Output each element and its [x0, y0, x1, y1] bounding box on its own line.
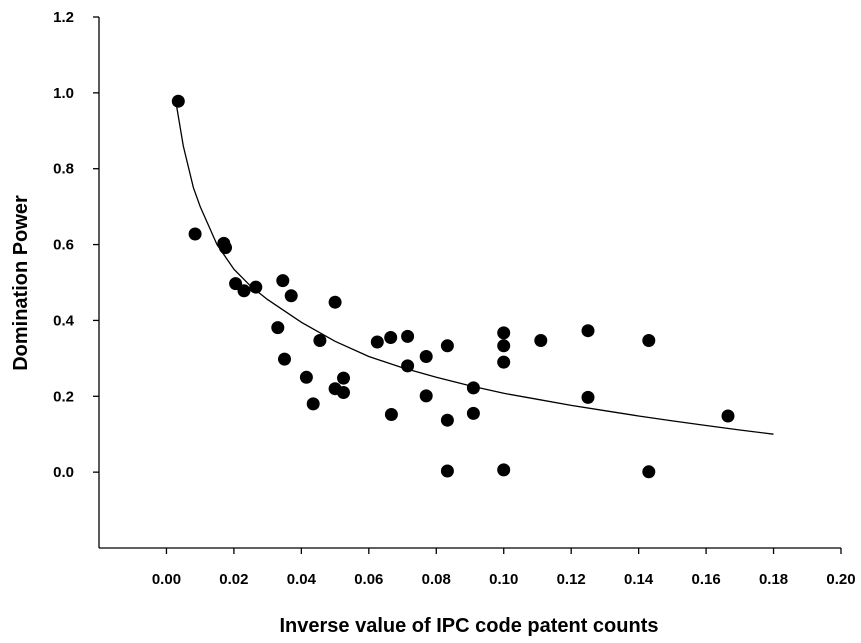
data-point	[284, 289, 298, 303]
data-point	[237, 284, 251, 298]
x-tick-label: 0.02	[219, 571, 248, 588]
y-tick-label: 0.8	[53, 161, 74, 178]
x-tick-label: 0.18	[759, 571, 788, 588]
data-point	[384, 331, 398, 344]
data-point	[581, 324, 595, 338]
y-axis-title: Domination Power	[10, 195, 32, 371]
points-group	[171, 94, 735, 479]
data-point	[328, 295, 342, 309]
data-point	[497, 339, 511, 353]
x-tick-label: 0.14	[624, 571, 654, 588]
data-point	[276, 274, 290, 288]
data-point	[466, 406, 480, 420]
data-point	[370, 335, 384, 349]
data-point	[278, 352, 291, 366]
data-point	[440, 464, 454, 478]
data-point	[419, 389, 433, 403]
data-point	[337, 371, 350, 385]
x-tick-label: 0.16	[691, 571, 720, 588]
data-point	[188, 227, 202, 241]
y-tick-label: 1.0	[53, 85, 74, 102]
data-point	[642, 465, 656, 479]
data-point	[271, 321, 285, 335]
data-point	[419, 350, 433, 363]
y-tick-label: 1.2	[53, 9, 74, 26]
x-tick-label: 0.00	[152, 571, 181, 588]
data-point	[306, 397, 320, 411]
data-point	[497, 326, 511, 340]
data-point	[401, 329, 415, 343]
data-point	[440, 339, 454, 353]
x-tick-label: 0.06	[354, 571, 383, 588]
axes	[98, 17, 841, 549]
data-point	[497, 463, 511, 477]
data-point	[642, 334, 656, 347]
x-axis-title: Inverse value of IPC code patent counts	[280, 615, 659, 637]
data-point	[171, 94, 185, 108]
data-point	[497, 355, 511, 369]
x-tick-label: 0.20	[826, 571, 855, 588]
y-tick-label: 0.0	[53, 464, 74, 481]
ticks: 0.00 0.02 0.04 0.06 0.08 0.10 0.12 0.14 0.16 0.18…	[53, 9, 855, 588]
y-tick-label: 0.4	[53, 312, 75, 329]
data-point	[219, 241, 232, 255]
x-tick-label: 0.12	[557, 571, 586, 588]
data-point	[299, 370, 313, 384]
data-point	[534, 334, 548, 347]
data-point	[313, 334, 327, 347]
y-tick-label: 0.2	[53, 388, 74, 405]
data-point	[440, 413, 454, 427]
data-point	[337, 386, 350, 399]
data-point	[401, 359, 415, 373]
x-tick-label: 0.08	[422, 571, 451, 588]
data-point	[249, 280, 263, 294]
data-point	[581, 390, 595, 404]
data-point	[466, 381, 480, 395]
data-point	[384, 408, 398, 421]
data-point	[721, 409, 735, 423]
y-tick-label: 0.6	[53, 237, 74, 254]
x-tick-label: 0.04	[287, 571, 317, 588]
x-tick-label: 0.10	[489, 571, 518, 588]
